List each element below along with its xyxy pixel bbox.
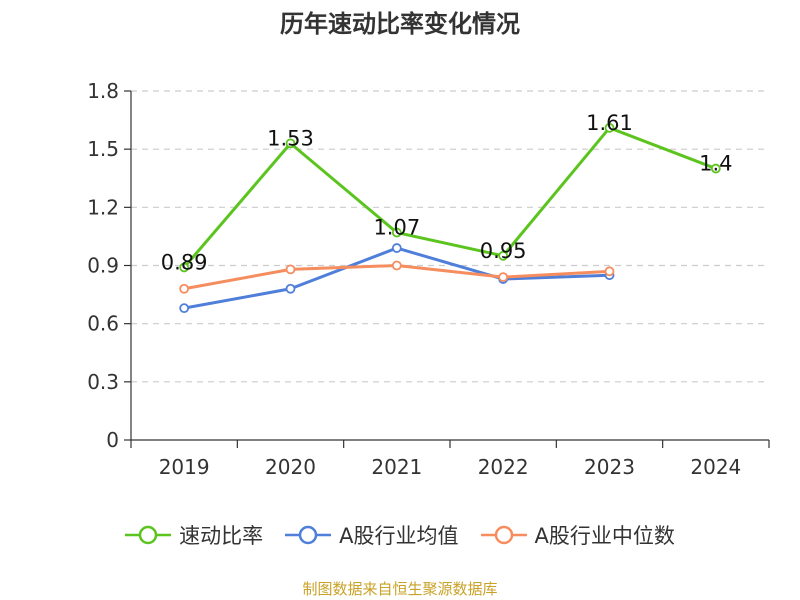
legend: 速动比率 A股行业均值 A股行业中位数: [0, 520, 800, 550]
legend-swatch-industry-mean: [285, 525, 332, 545]
series-point-2: [179, 283, 190, 294]
series-point-2: [285, 264, 296, 275]
x-tick-label: 2024: [690, 455, 741, 479]
axes: 0 0.3 0.6 0.9 1.2 1.5 1.8 2019 2020 2021 2022 2023 2…: [87, 79, 770, 479]
series-point-0: [391, 227, 402, 238]
series-point-1: [285, 283, 296, 294]
legend-item-quick-ratio[interactable]: 速动比率: [125, 520, 263, 550]
x-tick-label: 2022: [478, 455, 529, 479]
y-tick-label: 0: [106, 428, 119, 452]
source-note: 制图数据来自恒生聚源数据库: [302, 580, 498, 598]
y-tick-label: 0.3: [87, 370, 119, 394]
grid: [131, 90, 769, 383]
series-layer: [179, 122, 721, 314]
series-line-0: [183, 126, 717, 269]
x-tick-label: 2019: [159, 455, 210, 479]
data-label: 1.61: [586, 111, 633, 135]
series-point-2: [498, 272, 509, 283]
legend-swatch-quick-ratio: [125, 525, 172, 545]
legend-label-quick-ratio: 速动比率: [179, 524, 264, 548]
y-tick-label: 1.5: [87, 137, 119, 161]
data-labels: 0.89 1.53 1.07 0.95 1.61 1.4: [161, 111, 733, 275]
data-label: 1.4: [699, 152, 732, 176]
legend-label-industry-mean: A股行业均值: [339, 524, 459, 548]
x-tick-label: 2020: [265, 455, 316, 479]
legend-item-industry-mean[interactable]: A股行业均值: [285, 520, 459, 550]
data-label: 0.95: [480, 239, 527, 263]
legend-item-industry-median[interactable]: A股行业中位数: [480, 520, 675, 550]
series-point-0: [179, 262, 190, 273]
series-point-0: [498, 250, 509, 261]
series-point-0: [604, 122, 615, 133]
series-point-1: [179, 303, 190, 314]
x-tick-label: 2023: [584, 455, 635, 479]
y-tick-label: 0.9: [87, 254, 119, 278]
data-label: 0.89: [161, 250, 208, 274]
chart-title: 历年速动比率变化情况: [280, 10, 520, 38]
series-point-0: [285, 138, 296, 149]
series-point-2: [604, 266, 615, 277]
data-label: 1.07: [373, 216, 420, 240]
series-point-0: [710, 163, 721, 174]
y-tick-label: 0.6: [87, 312, 119, 336]
series-point-1: [391, 243, 402, 253]
data-label: 1.53: [267, 126, 314, 150]
series-point-2: [391, 260, 402, 271]
x-tick-label: 2021: [371, 455, 422, 479]
y-tick-label: 1.2: [87, 195, 119, 219]
legend-swatch-industry-median: [480, 525, 527, 545]
legend-label-industry-median: A股行业中位数: [534, 524, 675, 548]
y-tick-label: 1.8: [87, 79, 119, 103]
